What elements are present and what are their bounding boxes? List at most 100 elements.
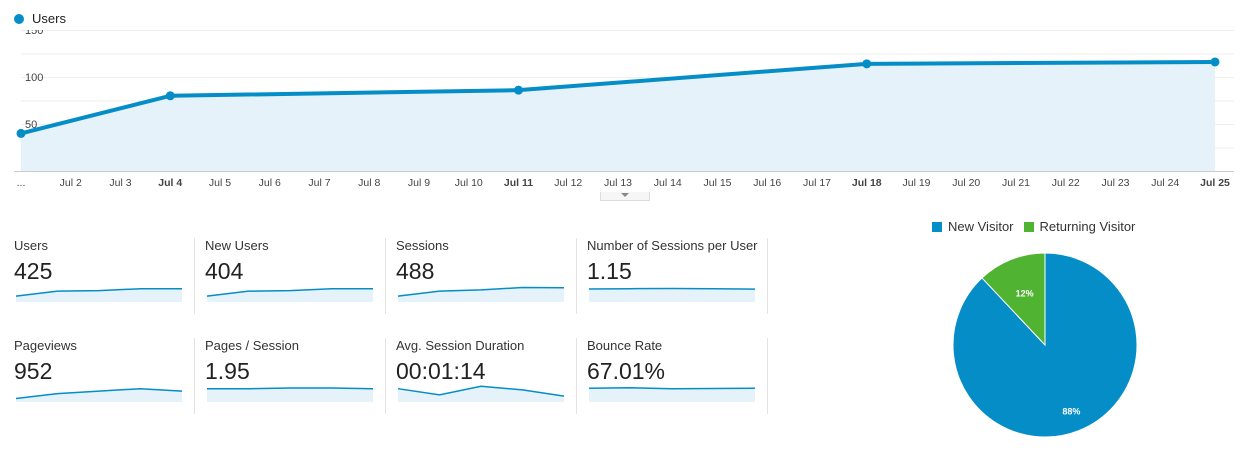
- x-tick-label: Jul 6: [259, 177, 281, 189]
- x-tick-label: Jul 22: [1052, 177, 1080, 189]
- pie-slice-label: 12%: [1016, 289, 1034, 299]
- metric-label: New Users: [205, 238, 269, 253]
- x-tick-label: Jul 25: [1200, 177, 1230, 189]
- metric-value: 1.95: [205, 358, 250, 384]
- metric-sparkline: [15, 387, 183, 402]
- sparkline-area: [398, 386, 564, 402]
- pie-legend-label-returning: Returning Visitor: [1039, 219, 1136, 234]
- collapse-chart-toggle[interactable]: [600, 192, 650, 201]
- metric-value: 425: [14, 258, 53, 284]
- chart-points: [16, 57, 1220, 138]
- users-line-chart: 50 100 150 ... Jul 2 Jul 3 Jul 4 Jul 5 Jul 6 Jul…: [14, 30, 1234, 189]
- metric-divider: [194, 238, 195, 314]
- sparkline-area: [207, 288, 373, 302]
- y-tick-label: 50: [25, 119, 37, 131]
- sparkline-area: [589, 288, 755, 302]
- sparkline-area: [589, 387, 755, 402]
- pie-slice-returning-visitor[interactable]: [981, 252, 1046, 347]
- x-tick-label: Jul 8: [358, 177, 380, 189]
- sparkline-line: [397, 385, 565, 397]
- x-tick-label: Jul 24: [1151, 177, 1179, 189]
- legend-dot-users: [14, 13, 24, 24]
- metric-sparkline: [206, 287, 373, 302]
- metric-sparkline: [207, 387, 374, 402]
- pie-legend-label-new: New Visitor: [948, 219, 1014, 234]
- x-tick-label: Jul 11: [504, 177, 533, 189]
- metric-label: Pageviews: [14, 338, 77, 353]
- legend-swatch-returning: [1023, 221, 1034, 232]
- metric-card[interactable]: New Users 404: [205, 238, 377, 316]
- chart-area: [21, 61, 1215, 171]
- metric-value: 488: [396, 258, 435, 284]
- metric-card[interactable]: Sessions 488: [396, 238, 568, 316]
- metric-card[interactable]: Pageviews 952: [14, 338, 186, 416]
- metric-sparkline: [15, 287, 182, 302]
- x-tick-label: Jul 20: [952, 177, 980, 189]
- pie-slice-label: 88%: [1062, 407, 1080, 417]
- x-tick-label: ...: [17, 177, 26, 189]
- metric-sparkline: [588, 386, 756, 402]
- pie-legend-item-returning[interactable]: Returning Visitor: [1023, 219, 1136, 234]
- y-tick-label: 100: [25, 72, 43, 84]
- data-point: [165, 91, 175, 101]
- data-point: [514, 85, 523, 95]
- sparkline-area: [207, 387, 373, 402]
- x-tick-label: Jul 21: [1002, 177, 1030, 189]
- x-tick-label: Jul 2: [60, 177, 82, 189]
- metric-label: Avg. Session Duration: [396, 338, 525, 353]
- x-tick-label: Jul 14: [654, 177, 682, 189]
- sparkline-line: [588, 386, 756, 390]
- pie-legend-item-new[interactable]: New Visitor: [932, 219, 1014, 234]
- metric-label: Pages / Session: [205, 338, 299, 353]
- chevron-down-icon: [621, 193, 629, 197]
- series-area-users: [21, 61, 1215, 171]
- metric-label: Bounce Rate: [587, 338, 663, 353]
- x-tick-label: Jul 18: [852, 177, 882, 189]
- x-tick-label: Jul 12: [554, 177, 582, 189]
- sparkline-line: [15, 387, 183, 400]
- metric-card[interactable]: Avg. Session Duration 00:01:14: [396, 338, 568, 416]
- legend-swatch-new: [932, 221, 942, 232]
- metric-value: 952: [14, 358, 53, 384]
- metric-card[interactable]: Users 425: [14, 238, 186, 316]
- x-tick-label: Jul 15: [703, 177, 731, 189]
- x-tick-label: Jul 9: [408, 177, 430, 189]
- metric-divider: [385, 338, 386, 414]
- sparkline-line: [397, 286, 565, 297]
- metric-divider: [767, 338, 768, 414]
- metric-divider: [576, 238, 577, 314]
- metric-value: 00:01:14: [396, 358, 486, 384]
- legend-label-users: Users: [32, 11, 66, 26]
- metric-card[interactable]: Number of Sessions per User 1.15: [587, 238, 759, 316]
- metric-sparkline: [397, 385, 565, 402]
- metric-sparkline: [397, 286, 565, 302]
- x-tick-label: Jul 3: [109, 177, 131, 189]
- metric-sparkline: [588, 287, 756, 302]
- metric-divider: [194, 338, 195, 414]
- metric-card[interactable]: Pages / Session 1.95: [205, 338, 377, 416]
- sparkline-line: [207, 387, 374, 390]
- x-tick-label: Jul 13: [604, 177, 632, 189]
- x-tick-label: Jul 5: [209, 177, 231, 189]
- metric-label: Number of Sessions per User: [587, 238, 758, 253]
- x-tick-label: Jul 19: [902, 177, 930, 189]
- sparkline-line: [588, 287, 756, 290]
- metric-value: 67.01%: [587, 358, 666, 384]
- metric-card[interactable]: Bounce Rate 67.01%: [587, 338, 759, 416]
- metric-divider: [576, 338, 577, 414]
- x-tick-label: Jul 10: [455, 177, 483, 189]
- data-point: [16, 128, 26, 138]
- metric-divider: [767, 238, 768, 314]
- sparkline-line: [15, 287, 182, 297]
- x-tick-label: Jul 23: [1101, 177, 1129, 189]
- sparkline-line: [206, 287, 373, 297]
- x-tick-label: Jul 4: [158, 177, 182, 189]
- pie-legend: New Visitor Returning Visitor: [932, 219, 1145, 234]
- visitor-type-pie-chart: 88% 12%: [952, 252, 1138, 438]
- x-tick-label: Jul 17: [803, 177, 831, 189]
- y-tick-label: 150: [25, 30, 43, 37]
- metric-value: 1.15: [587, 258, 632, 284]
- x-axis-ticks: ... Jul 2 Jul 3 Jul 4 Jul 5 Jul 6 Jul 7 Jul 8 Ju…: [17, 177, 1230, 189]
- sparkline-area: [16, 288, 182, 302]
- y-axis-ticks: 50 100 150: [25, 30, 43, 131]
